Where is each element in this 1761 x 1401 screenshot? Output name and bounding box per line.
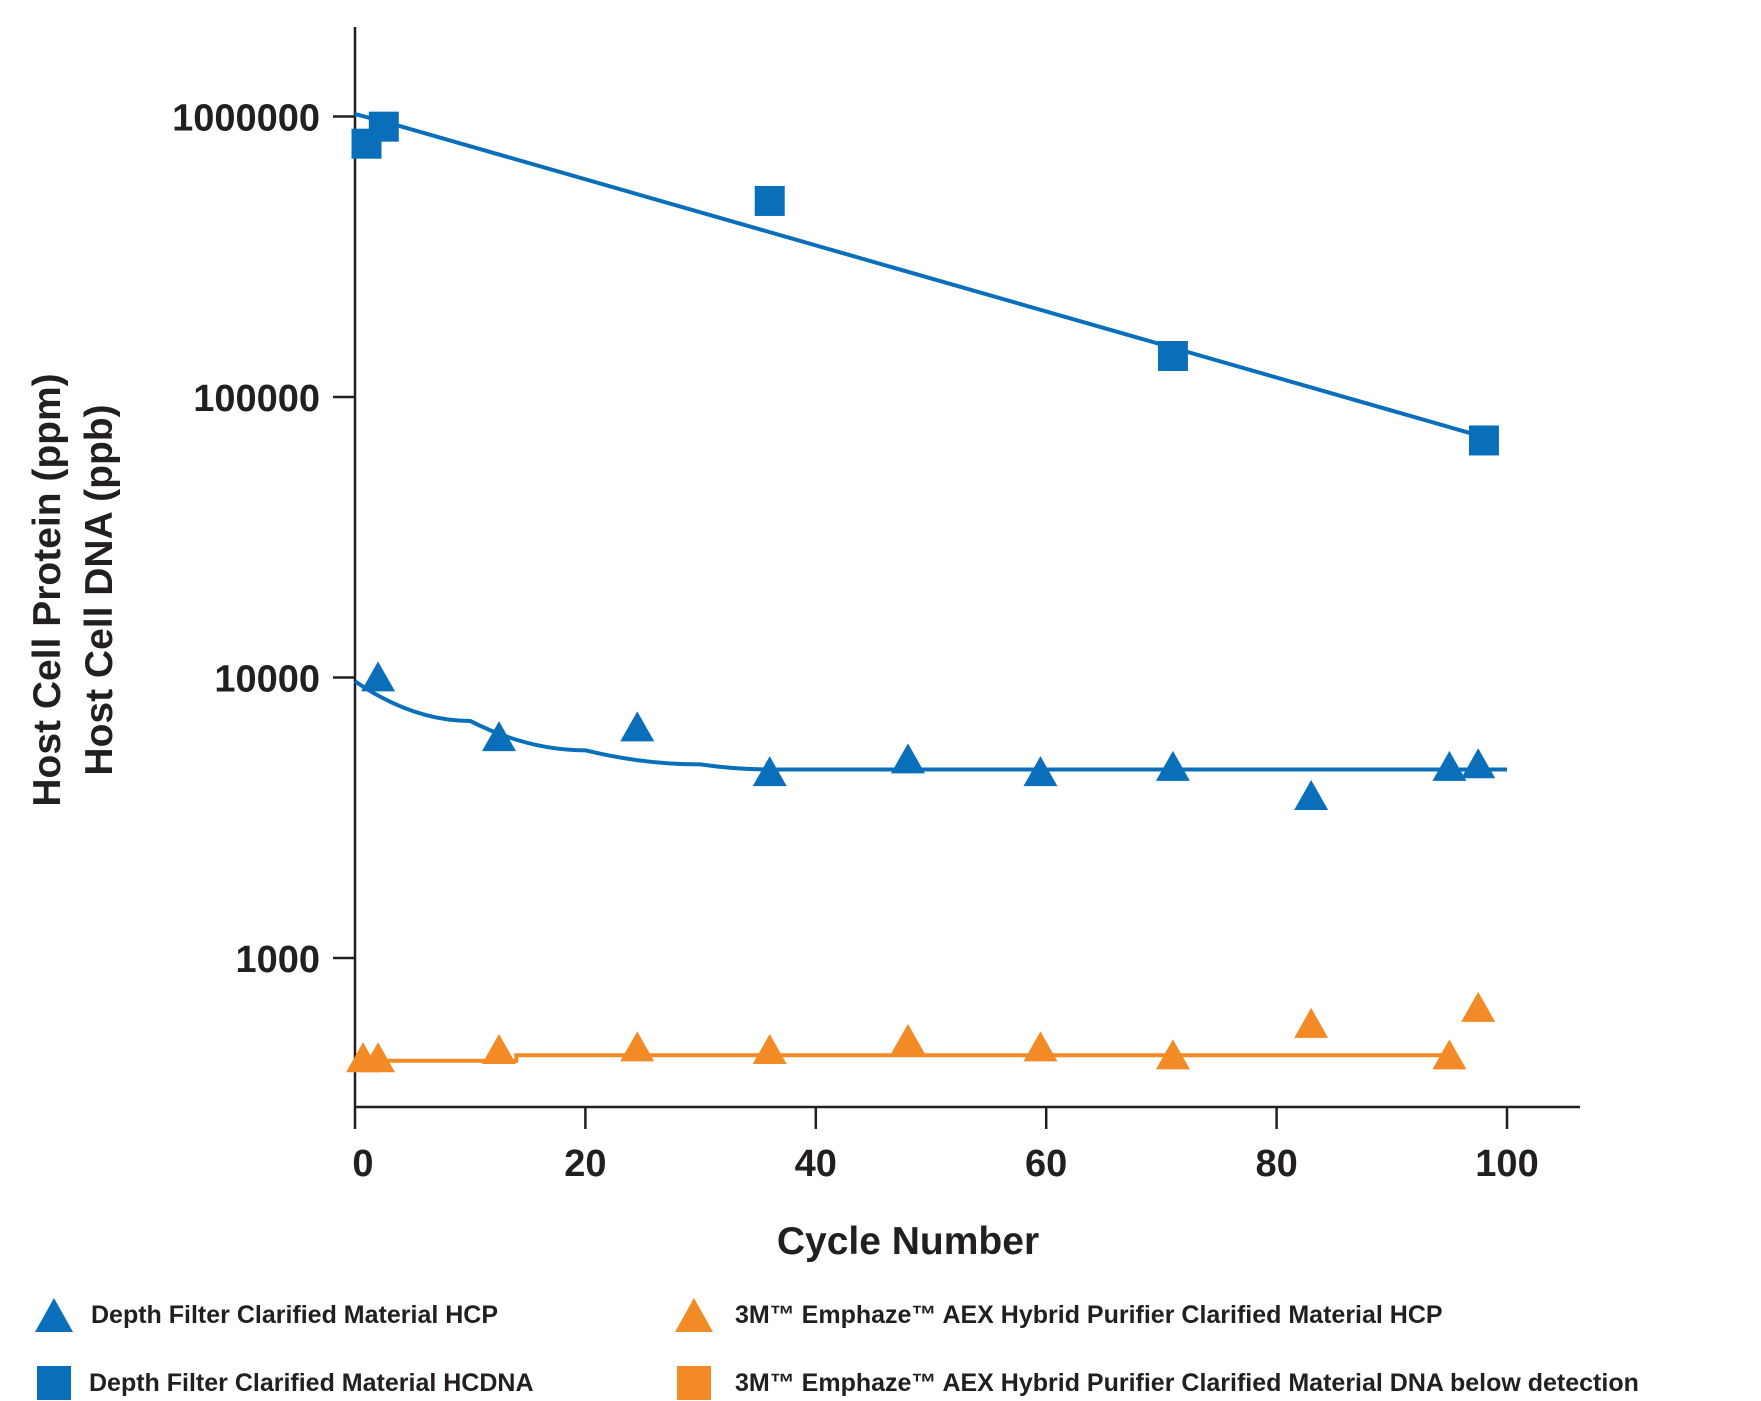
trend-lines [353,112,1507,1063]
x-tick-label: 40 [795,1143,837,1185]
x-tick-label: 60 [1025,1143,1067,1185]
data-point-triangle [1023,756,1058,787]
y-axis-title-line-2: Host Cell DNA (ppb) [78,404,121,775]
data-point-square [754,185,785,216]
data-point-triangle [1294,1007,1329,1038]
y-tick-label: 1000000 [172,98,320,140]
x-tick-label: 80 [1255,1143,1297,1185]
data-point-square [368,111,399,142]
trend-line-0 [353,679,1507,772]
y-tick-label: 10000 [214,659,320,701]
data-point-triangle [361,661,396,692]
data-point-triangle [482,1033,516,1064]
data-points [346,111,1499,1073]
data-point-triangle [1294,780,1329,811]
data-point-triangle [620,711,655,742]
y-axis-title: Host Cell Protein (ppm) Host Cell DNA (p… [26,373,121,806]
data-point-square [1468,425,1499,456]
data-point-triangle [1461,748,1496,779]
x-axis-title: Cycle Number [777,1220,1039,1263]
data-point-triangle [1461,991,1496,1022]
data-point-triangle [890,743,925,774]
x-tick-label: 0 [352,1143,373,1185]
data-point-triangle [752,1033,787,1064]
data-point-triangle [1432,750,1467,781]
y-tick-label: 1000 [235,939,320,981]
data-point-triangle [752,756,787,787]
y-tick-label: 100000 [193,378,320,420]
data-point-triangle [1023,1031,1058,1062]
data-point-triangle [620,1031,655,1062]
x-tick-label: 20 [564,1143,606,1185]
y-ticks: 1000 10000 100000 1000000 [172,98,355,981]
data-point-triangle [1155,1039,1190,1070]
data-point-triangle [890,1023,925,1054]
y-axis-title-line-1: Host Cell Protein (ppm) [26,373,69,806]
data-point-triangle [361,1042,396,1073]
trend-line-1 [354,112,1485,439]
data-point-triangle [1432,1039,1467,1070]
data-point-square [1157,341,1188,372]
data-point-triangle [1155,750,1190,781]
trend-line-2 [355,1053,1450,1063]
data-point-triangle [482,721,516,752]
x-ticks: 0 20 40 60 80 100 [352,1107,1539,1185]
axes [353,27,1580,1109]
x-tick-label: 100 [1475,1143,1538,1185]
